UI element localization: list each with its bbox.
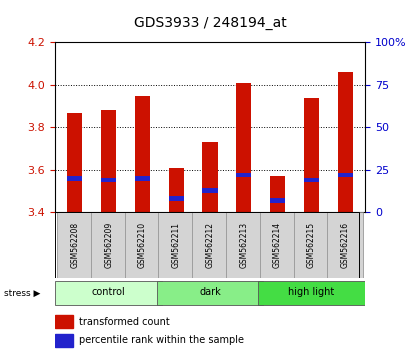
Text: GSM562209: GSM562209 [104, 222, 113, 268]
Bar [304, 98, 319, 212]
Bar [55, 281, 162, 305]
Bar [67, 176, 82, 181]
Bar [135, 96, 150, 212]
Text: control: control [92, 287, 126, 297]
Bar [338, 72, 353, 212]
Bar [192, 212, 228, 278]
Bar [67, 113, 82, 212]
Bar [55, 315, 73, 328]
Bar [168, 168, 184, 212]
Bar [202, 142, 218, 212]
Bar [260, 212, 295, 278]
Text: GSM562208: GSM562208 [71, 222, 79, 268]
Bar [135, 176, 150, 181]
Bar [101, 110, 116, 212]
Bar [328, 212, 363, 278]
Bar [294, 212, 329, 278]
Bar [168, 196, 184, 201]
Bar [101, 178, 116, 182]
Bar [202, 188, 218, 193]
Bar [270, 176, 285, 212]
Bar [236, 173, 252, 177]
Bar [157, 281, 263, 305]
Text: GSM562211: GSM562211 [172, 222, 181, 268]
Text: percentile rank within the sample: percentile rank within the sample [79, 335, 244, 346]
Text: GSM562215: GSM562215 [307, 222, 316, 268]
Text: GSM562212: GSM562212 [205, 222, 215, 268]
Bar [270, 198, 285, 203]
Text: GSM562213: GSM562213 [239, 222, 248, 268]
Bar [304, 178, 319, 182]
Bar [258, 281, 365, 305]
Bar [55, 334, 73, 347]
Text: GDS3933 / 248194_at: GDS3933 / 248194_at [134, 16, 286, 30]
Bar [125, 212, 160, 278]
Bar [236, 83, 252, 212]
Text: dark: dark [199, 287, 221, 297]
Text: GSM562216: GSM562216 [341, 222, 349, 268]
Text: high light: high light [288, 287, 334, 297]
Text: stress ▶: stress ▶ [4, 289, 41, 297]
Text: transformed count: transformed count [79, 316, 170, 327]
Bar [57, 212, 92, 278]
Text: GSM562210: GSM562210 [138, 222, 147, 268]
Bar [91, 212, 126, 278]
Bar [338, 173, 353, 177]
Text: GSM562214: GSM562214 [273, 222, 282, 268]
Bar [158, 212, 194, 278]
Bar [226, 212, 262, 278]
